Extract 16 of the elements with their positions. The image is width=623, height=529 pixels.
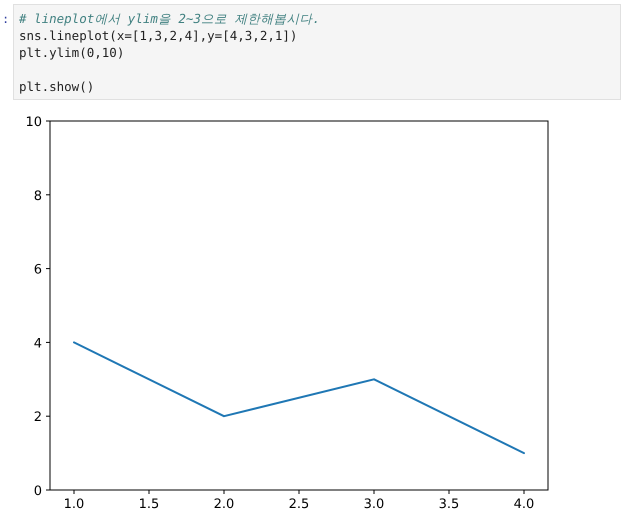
y-tick-label: 0 [34,484,42,499]
y-tick-label: 8 [34,188,42,204]
text: : [2,12,10,26]
y-tick-label: 6 [34,262,42,278]
x-tick-label: 1.0 [64,497,84,512]
y-tick-label: 4 [34,336,42,352]
x-tick-label: 1.5 [138,497,160,512]
y-tick-label: 2 [34,410,42,426]
x-tick-label: 3.5 [438,497,460,512]
y-tick-label: 10 [25,115,42,130]
text: # lineplot에서 ylim을 2~3으로 제한해봅시다. sns.lineplot(x=[1,3,2,4],y=[4,3,2,1]) plt.ylim(0,10) plt.show() [19,11,320,94]
x-tick-label: 3.0 [364,497,384,512]
line-series [73,341,525,454]
x-tick-label: 2.5 [288,497,310,512]
x-tick-label: 2.0 [214,497,234,512]
x-tick-label: 4.0 [514,497,534,512]
